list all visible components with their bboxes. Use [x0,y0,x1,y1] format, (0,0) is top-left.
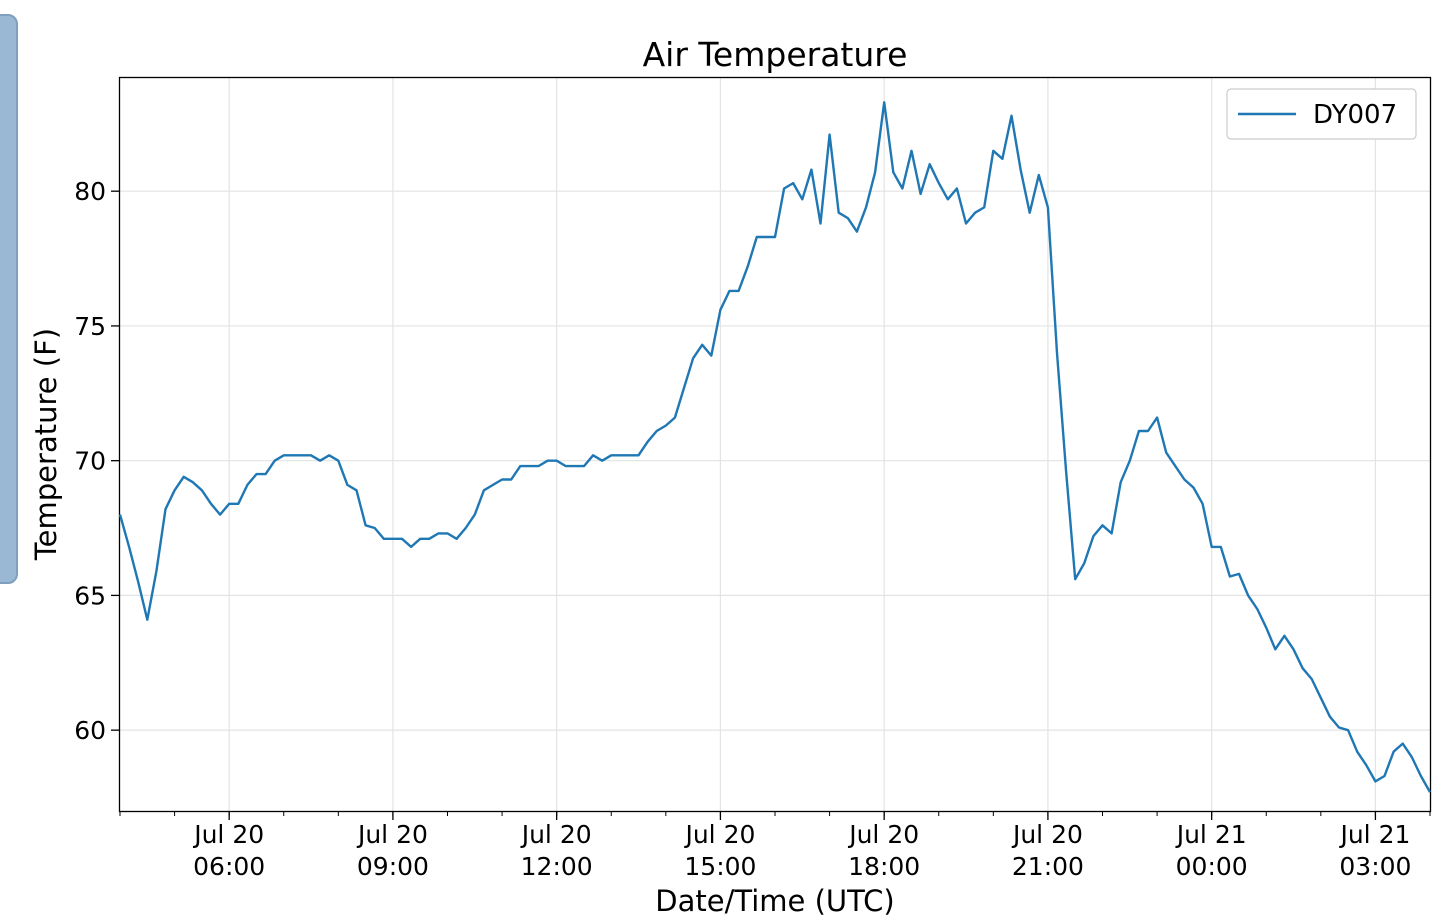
y-tick-label: 75 [74,312,106,341]
chart-title: Air Temperature [643,35,908,74]
x-tick-label-time: 18:00 [848,852,920,881]
x-tick-label-time: 12:00 [521,852,593,881]
side-panel-tab[interactable] [0,14,18,584]
x-axis-label: Date/Time (UTC) [655,884,894,918]
y-tick-label: 60 [74,716,106,745]
legend: DY007 [1226,88,1417,140]
x-tick-label-date: Jul 20 [356,820,428,849]
x-tick-label-time: 06:00 [193,852,265,881]
x-tick-label-date: Jul 20 [520,820,592,849]
y-axis-label: Temperature (F) [29,328,63,561]
grid-lines [120,78,1430,811]
y-tick-label: 70 [74,447,106,476]
x-tick-label-time: 09:00 [357,852,429,881]
y-tick-label: 80 [74,177,106,206]
y-axis: 60 65 70 75 80 [74,177,120,745]
series-layer [118,101,1432,793]
x-tick-label-date: Jul 21 [1338,820,1410,849]
x-tick-label-date: Jul 20 [192,820,264,849]
x-tick-label-date: Jul 20 [1011,820,1083,849]
x-tick-label-date: Jul 21 [1175,820,1247,849]
x-tick-label-time: 21:00 [1012,852,1084,881]
plot-frame [118,76,1432,813]
series-line-dy007 [118,101,1432,793]
x-tick-label-time: 03:00 [1339,852,1411,881]
legend-label-dy007: DY007 [1313,100,1397,130]
x-axis: Jul 20 06:00 Jul 20 09:00 Jul 20 12:00 Jul 20 1… [119,811,1431,881]
x-tick-label-date: Jul 20 [847,820,919,849]
x-tick-label-time: 00:00 [1176,852,1248,881]
x-tick-label-time: 15:00 [684,852,756,881]
y-tick-label: 65 [74,581,106,610]
x-tick-label-date: Jul 20 [683,820,755,849]
legend-box [1226,88,1417,140]
